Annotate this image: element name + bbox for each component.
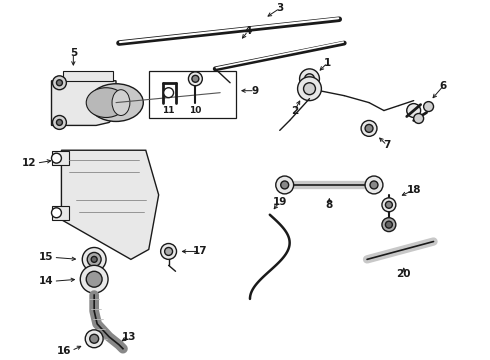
Text: 11: 11 [162,106,175,115]
Circle shape [365,176,383,194]
Circle shape [382,218,396,231]
Bar [63,71,113,81]
Circle shape [386,221,392,228]
Text: 7: 7 [383,140,391,150]
Circle shape [407,104,420,117]
Text: 15: 15 [39,252,53,262]
Text: 5: 5 [70,48,77,58]
Bar [51,206,70,220]
Text: 10: 10 [189,106,201,115]
Circle shape [161,243,176,260]
Circle shape [91,256,97,262]
Circle shape [52,76,66,90]
Circle shape [414,113,424,123]
Circle shape [299,69,319,89]
Text: 18: 18 [406,185,421,195]
Polygon shape [61,150,159,260]
Bar [149,71,236,118]
Ellipse shape [89,84,143,121]
Circle shape [297,77,321,100]
Text: 14: 14 [39,276,53,286]
Circle shape [51,153,61,163]
Circle shape [370,181,378,189]
Circle shape [80,265,108,293]
Circle shape [87,252,101,266]
Circle shape [82,247,106,271]
Circle shape [51,208,61,218]
Text: 19: 19 [272,197,287,207]
Text: 1: 1 [324,58,331,68]
Polygon shape [51,81,116,125]
Text: 17: 17 [193,247,208,256]
Circle shape [192,75,199,82]
Circle shape [303,83,316,95]
Text: 9: 9 [251,86,259,96]
Circle shape [56,80,62,86]
Circle shape [305,74,315,84]
Circle shape [164,88,173,98]
Bar [51,151,70,165]
Text: 20: 20 [396,269,411,279]
Circle shape [361,121,377,136]
Circle shape [189,72,202,86]
Text: 16: 16 [57,346,72,356]
Circle shape [386,201,392,208]
Circle shape [85,330,103,348]
Circle shape [276,176,294,194]
Circle shape [56,120,62,125]
Circle shape [365,125,373,132]
Circle shape [281,181,289,189]
Text: 12: 12 [22,158,37,168]
Text: 13: 13 [122,332,136,342]
Text: 2: 2 [291,105,298,116]
Text: 8: 8 [326,200,333,210]
Circle shape [382,198,396,212]
Ellipse shape [112,90,130,116]
Text: 6: 6 [440,81,447,91]
Text: 3: 3 [276,3,283,13]
Circle shape [52,116,66,129]
Circle shape [424,102,434,112]
Circle shape [90,334,98,343]
Text: 4: 4 [245,26,252,36]
Ellipse shape [86,88,126,117]
Circle shape [165,247,172,255]
Circle shape [86,271,102,287]
